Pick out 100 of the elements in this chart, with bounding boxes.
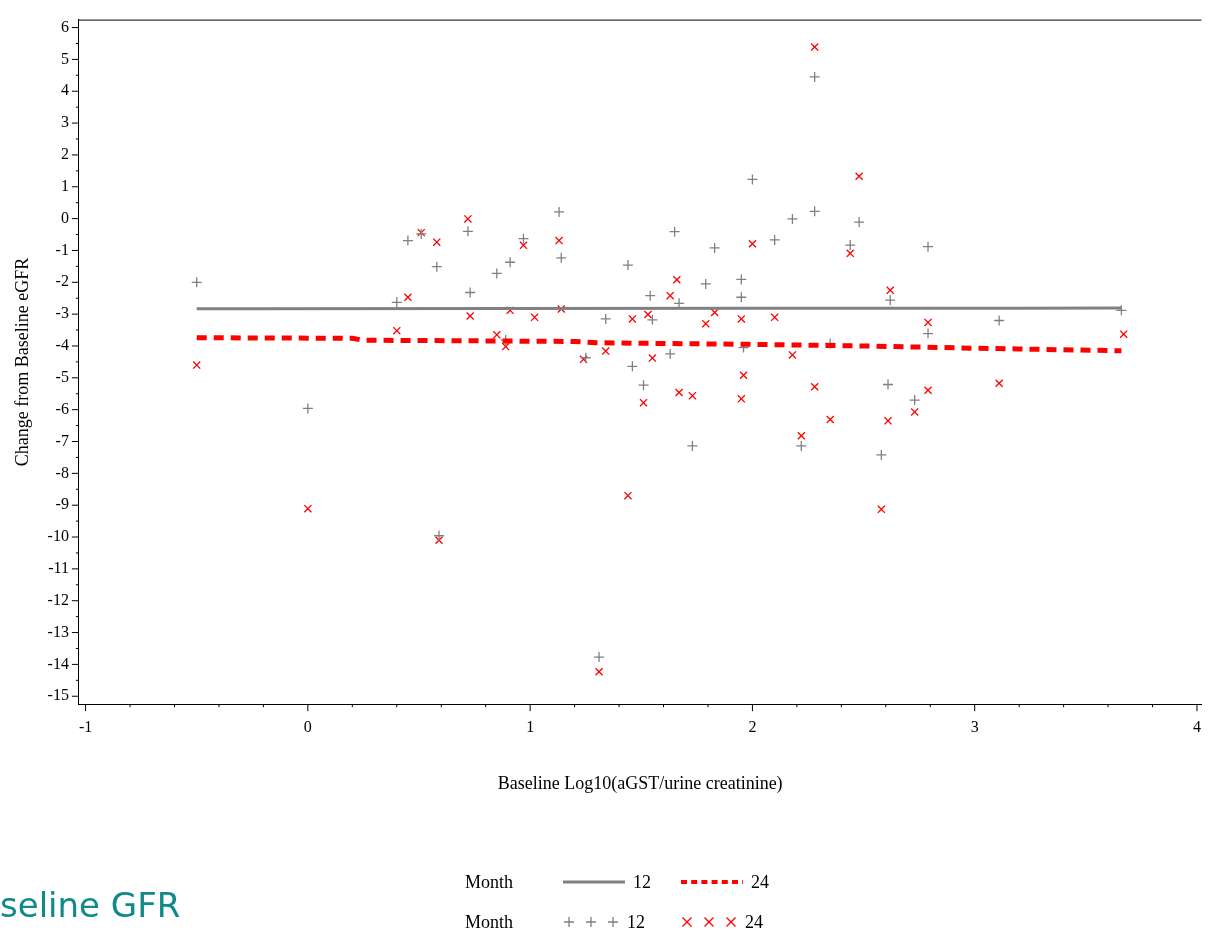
point <box>786 213 799 225</box>
point <box>701 319 710 328</box>
legend-label: 12 <box>633 871 651 893</box>
point <box>735 291 747 303</box>
point <box>700 278 712 290</box>
x-tick-label: -1 <box>78 718 93 735</box>
point <box>769 234 781 246</box>
text: seline GFR <box>0 885 181 925</box>
point <box>846 249 855 258</box>
point <box>922 240 934 253</box>
point <box>708 242 721 254</box>
point <box>593 651 605 663</box>
point <box>646 314 659 326</box>
point <box>463 214 473 224</box>
point <box>192 360 201 370</box>
point <box>644 290 656 302</box>
point <box>637 379 650 391</box>
point <box>737 314 746 324</box>
point <box>810 42 819 52</box>
x-tick-label: 3 <box>970 718 979 735</box>
point <box>809 205 821 217</box>
y-tick-label: -11 <box>48 559 69 577</box>
point <box>877 505 886 514</box>
point <box>626 360 639 373</box>
y-tick-label: -8 <box>55 463 69 481</box>
point <box>628 314 637 324</box>
point <box>922 327 934 340</box>
point <box>392 326 401 335</box>
y-tick-label: -3 <box>55 304 69 322</box>
x-tick-label: 4 <box>1192 718 1201 735</box>
point <box>554 236 564 245</box>
point <box>770 313 779 322</box>
point <box>672 275 682 284</box>
y-tick-label: 2 <box>60 145 69 163</box>
point <box>555 252 567 264</box>
y-tick-label: 0 <box>60 208 69 226</box>
point <box>909 394 921 406</box>
point <box>464 286 476 299</box>
x-tick-label: 2 <box>748 718 757 735</box>
point <box>884 294 896 306</box>
legend-label: 24 <box>751 871 769 893</box>
y-tick-label: 3 <box>60 113 69 131</box>
point <box>886 286 895 295</box>
point <box>639 398 648 407</box>
point <box>504 256 516 268</box>
point <box>748 239 757 248</box>
y-tick-label: -12 <box>47 590 69 608</box>
point <box>664 348 676 360</box>
point <box>923 386 933 395</box>
point <box>788 350 797 360</box>
point <box>191 276 203 288</box>
point <box>666 291 675 300</box>
point <box>622 259 634 271</box>
point <box>809 71 821 83</box>
point <box>1119 330 1128 339</box>
point <box>530 313 539 322</box>
point <box>579 355 588 364</box>
point <box>432 237 441 247</box>
point <box>883 416 893 425</box>
x-tick-label: 1 <box>526 718 535 735</box>
point <box>431 261 443 273</box>
y-tick-label: 1 <box>60 176 69 194</box>
point <box>580 352 592 364</box>
y-tick-label: 5 <box>60 49 69 67</box>
point <box>910 407 919 417</box>
point <box>434 536 444 545</box>
point <box>739 371 748 380</box>
point <box>600 313 612 325</box>
point <box>853 216 865 228</box>
point <box>402 234 414 247</box>
y-tick-label: -2 <box>55 272 69 290</box>
point <box>433 530 445 542</box>
y-axis-title: Change from Baseline eGFR <box>11 257 32 467</box>
point <box>668 226 681 238</box>
point <box>462 225 474 237</box>
point <box>875 449 887 461</box>
y-tick-label: -5 <box>55 368 69 386</box>
y-tick-label: 4 <box>60 81 69 99</box>
point <box>501 342 510 351</box>
y-tick-label: -14 <box>47 654 69 672</box>
point <box>302 402 314 415</box>
y-tick-label: -9 <box>55 495 69 513</box>
point <box>553 206 565 218</box>
point <box>465 311 475 321</box>
point <box>519 241 528 250</box>
point <box>735 273 747 286</box>
point <box>517 233 530 245</box>
point <box>643 310 653 319</box>
point <box>994 379 1004 388</box>
point <box>882 378 894 391</box>
point <box>491 267 503 280</box>
point <box>648 353 657 363</box>
point <box>492 330 501 340</box>
point <box>826 415 835 424</box>
point <box>844 239 856 251</box>
point <box>797 431 806 440</box>
point <box>737 394 746 404</box>
point <box>601 346 610 356</box>
legend-title: Month <box>465 871 514 893</box>
point <box>710 308 719 317</box>
